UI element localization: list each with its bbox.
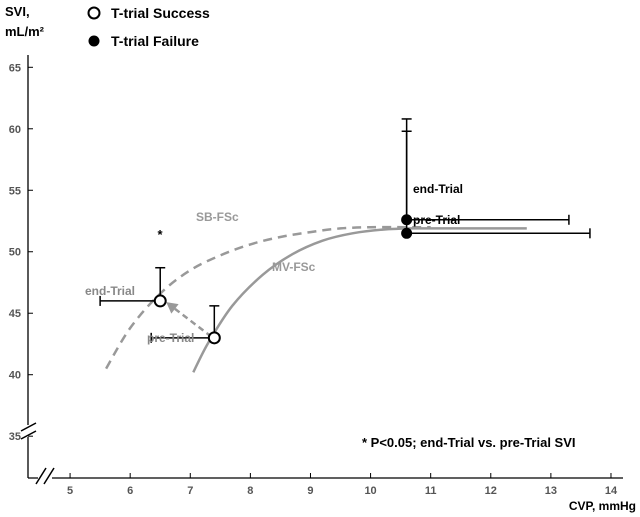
curve-mv-fsc <box>192 227 527 373</box>
x-tick-label: 10 <box>364 485 376 497</box>
curve-label-sb-fsc: SB-FSc <box>196 210 239 224</box>
trial-arrow-head <box>166 302 179 314</box>
y-tick-label: 55 <box>9 185 21 197</box>
arrows <box>166 302 213 338</box>
y-tick-label: 40 <box>9 370 21 382</box>
point-label-success-end: end-Trial <box>85 284 135 298</box>
legend-label-success: T-trial Success <box>111 5 210 21</box>
legend-marker-failure <box>88 35 100 47</box>
footnote: * P<0.05; end-Trial vs. pre-Trial SVI <box>362 435 576 450</box>
x-tick-label: 12 <box>485 485 497 497</box>
success-end-trial-point <box>153 294 167 308</box>
y-tick-label: 45 <box>9 308 21 320</box>
success-pre-trial-point <box>207 331 221 345</box>
x-ticks: 5 6 7 8 9 10 11 12 13 14 <box>67 473 618 497</box>
x-tick-label: 6 <box>127 485 133 497</box>
x-tick-label: 5 <box>67 485 73 497</box>
significance-star: * <box>157 227 163 242</box>
point-label-failure-pre: pre-Trial <box>413 213 460 227</box>
x-tick-label: 7 <box>187 485 193 497</box>
y-axis-break <box>20 422 37 440</box>
legend-marker-success <box>87 6 101 20</box>
y-tick-label: 35 <box>9 431 21 443</box>
curves <box>105 225 527 373</box>
point-label-success-pre: pre-Trial <box>147 331 194 345</box>
trial-arrow-line <box>174 307 213 338</box>
x-tick-label: 13 <box>545 485 557 497</box>
curve-sb-fsc <box>105 225 431 370</box>
legend-label-failure: T-trial Failure <box>111 33 199 49</box>
failure-end-trial-point <box>401 214 413 226</box>
legend: T-trial Success T-trial Failure <box>87 5 210 49</box>
y-axis-unit: mL/m² <box>5 24 45 39</box>
x-tick-label: 9 <box>307 485 313 497</box>
y-ticks: 35 40 45 50 55 60 65 <box>9 62 33 443</box>
x-tick-label: 8 <box>247 485 253 497</box>
curve-label-mv-fsc: MV-FSc <box>272 260 316 274</box>
point-label-failure-end: end-Trial <box>413 182 463 196</box>
x-axis-label: CVP, mmHg <box>569 499 636 513</box>
x-axis-break <box>35 467 55 486</box>
x-tick-label: 14 <box>605 485 618 497</box>
y-tick-label: 50 <box>9 247 21 259</box>
y-tick-label: 65 <box>9 62 21 74</box>
x-tick-label: 11 <box>425 485 437 497</box>
failure-pre-trial-point <box>401 227 413 239</box>
y-axis-label: SVI, <box>5 4 30 19</box>
data-points <box>153 214 413 345</box>
y-tick-label: 60 <box>9 124 21 136</box>
